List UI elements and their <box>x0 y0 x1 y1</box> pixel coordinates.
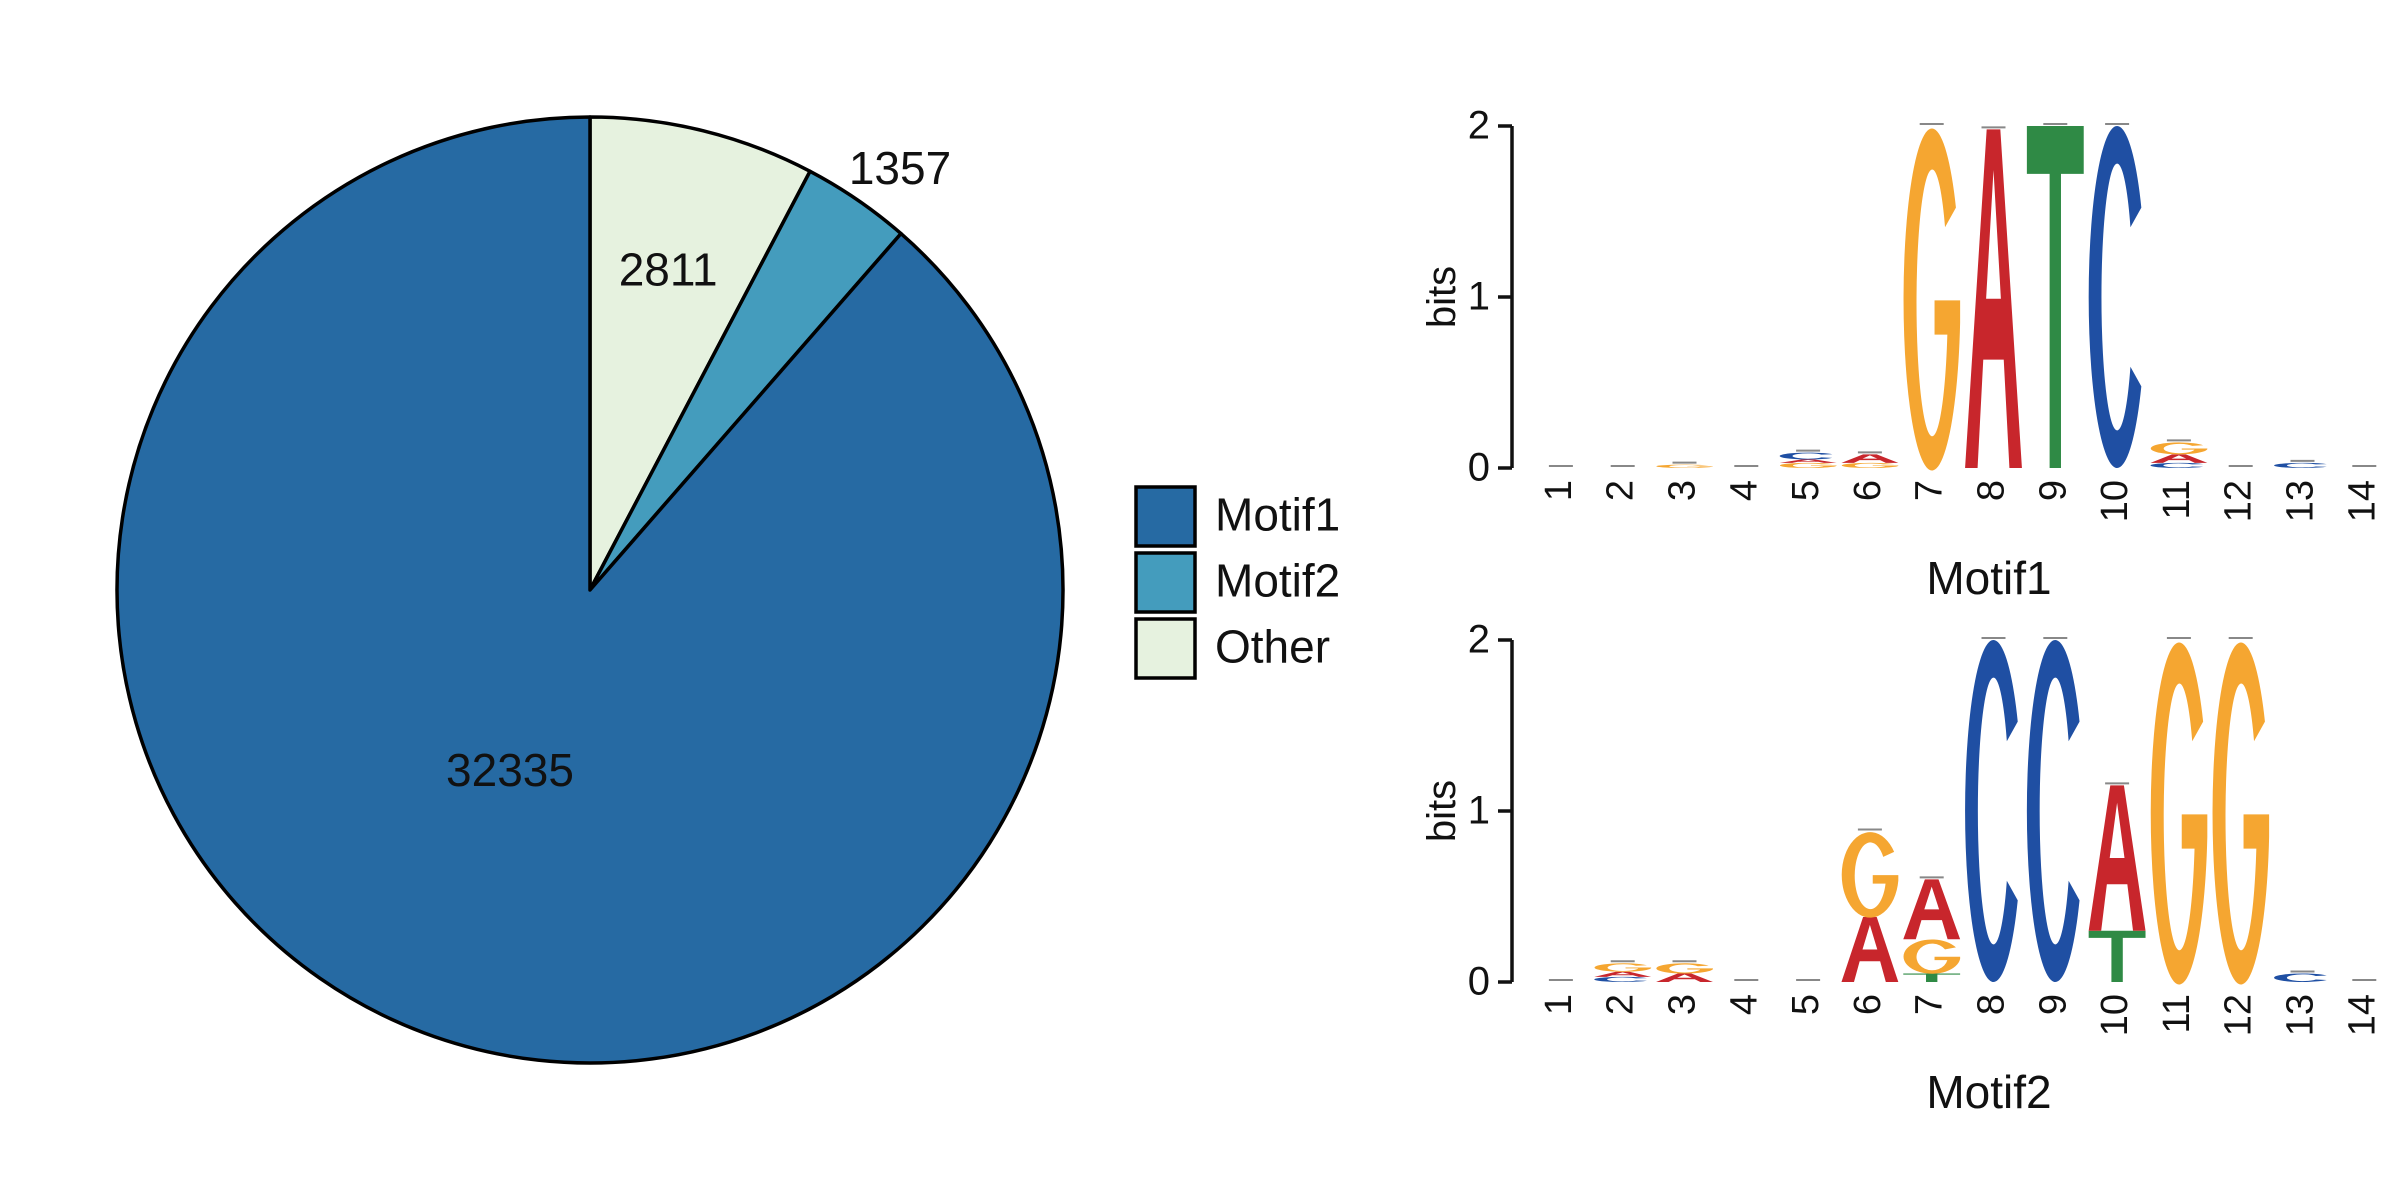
x-tick-label: 12 <box>2218 480 2260 522</box>
x-tick-label: 7 <box>1909 480 1951 501</box>
x-tick-label: 11 <box>2156 994 2198 1033</box>
logo-letter-C-pos2 <box>1594 976 1647 982</box>
x-tick-label: 13 <box>2280 480 2322 522</box>
y-tick-label: 0 <box>1468 446 1490 490</box>
logo-letter-C-pos10 <box>2088 126 2142 468</box>
logo-letter-G-pos12 <box>2212 642 2270 985</box>
legend-label-motif2: Motif2 <box>1215 555 1340 607</box>
x-tick-label: 14 <box>2341 480 2383 522</box>
x-tick-label: 1 <box>1538 480 1580 501</box>
pie-legend: Motif1 Motif2 Other <box>1134 485 1340 680</box>
x-tick-label: 11 <box>2156 480 2198 519</box>
logo-letter-T-pos9 <box>2026 126 2084 468</box>
x-tick-label: 2 <box>1600 994 1642 1015</box>
x-tick-label: 5 <box>1785 994 1827 1015</box>
logo-letter-C-pos13 <box>2274 973 2327 982</box>
pie-slice-motif1 <box>115 115 1065 1065</box>
x-tick-label: 6 <box>1847 994 1889 1015</box>
y-axis-label: bits <box>1420 780 1464 842</box>
logo-letter-G-pos3 <box>1656 464 1713 469</box>
legend-label-other: Other <box>1215 621 1330 673</box>
legend-swatch-motif2 <box>1134 551 1197 614</box>
x-tick-label: 9 <box>2032 994 2074 1015</box>
logo-letter-A-pos6 <box>1841 917 1899 982</box>
x-tick-label: 3 <box>1662 480 1704 501</box>
logo-letter-C-pos9 <box>2026 640 2080 982</box>
logo-letter-C-pos13 <box>2274 462 2327 468</box>
x-tick-label: 8 <box>1971 480 2013 501</box>
logo-letter-G-pos6 <box>1841 462 1899 469</box>
x-tick-label: 8 <box>1971 994 2013 1015</box>
x-tick-label: 10 <box>2094 994 2136 1036</box>
logo-letter-C-pos8 <box>1965 640 2018 982</box>
pie-chart: 2811 1357 32335 <box>115 115 1065 1065</box>
logo-letter-G-pos7 <box>1903 939 1961 974</box>
logo-letter-A-pos5 <box>1779 459 1837 463</box>
legend-swatch-motif1 <box>1134 485 1197 548</box>
x-tick-label: 1 <box>1538 994 1580 1015</box>
pie-label-motif1: 32335 <box>446 744 574 796</box>
logo-letter-G-pos11 <box>2150 442 2208 455</box>
x-tick-label: 7 <box>1909 994 1951 1015</box>
logo-letter-A-pos3 <box>1656 973 1713 982</box>
x-tick-label: 3 <box>1662 994 1704 1015</box>
legend-swatch-other <box>1134 617 1197 680</box>
logo-letter-G-pos7 <box>1903 128 1961 471</box>
logo-letter-A-pos10 <box>2088 785 2146 931</box>
logo-letter-A-pos8 <box>1965 129 2022 469</box>
y-tick-label: 1 <box>1468 789 1490 833</box>
y-tick-label: 1 <box>1468 275 1490 319</box>
x-axis-label: Motif2 <box>1926 1066 2051 1118</box>
y-tick-label: 2 <box>1468 618 1490 662</box>
x-tick-label: 14 <box>2341 994 2383 1036</box>
logo-letter-T-pos7 <box>1903 973 1961 982</box>
x-tick-label: 10 <box>2094 480 2136 522</box>
logo-letter-A-pos6 <box>1841 454 1899 463</box>
x-axis-label: Motif1 <box>1926 552 2051 604</box>
x-tick-label: 6 <box>1847 480 1889 501</box>
y-axis-label: bits <box>1420 266 1464 328</box>
y-tick-label: 0 <box>1468 960 1490 1004</box>
legend-label-motif1: Motif1 <box>1215 489 1340 541</box>
x-tick-label: 9 <box>2032 480 2074 501</box>
logo-letter-T-pos10 <box>2088 930 2146 982</box>
x-tick-label: 13 <box>2280 994 2322 1036</box>
logo-letter-A-pos2 <box>1594 971 1652 977</box>
x-tick-label: 5 <box>1785 480 1827 501</box>
x-tick-label: 12 <box>2218 994 2260 1036</box>
pie-slice-other <box>588 115 812 592</box>
x-tick-label: 2 <box>1600 480 1642 501</box>
x-tick-label: 4 <box>1723 480 1765 501</box>
logo-letter-G-pos11 <box>2150 642 2208 985</box>
logo-letter-G-pos5 <box>1779 462 1837 469</box>
logo-letter-C-pos5 <box>1779 452 1833 460</box>
logo-letter-A-pos11 <box>2150 454 2208 463</box>
pie-label-motif2: 1357 <box>849 142 951 194</box>
logo-letter-C-pos11 <box>2150 462 2204 468</box>
y-tick-label: 2 <box>1468 104 1490 148</box>
logo-letter-G-pos3 <box>1656 963 1713 974</box>
logo-letter-G-pos6 <box>1841 832 1899 918</box>
x-tick-label: 4 <box>1723 994 1765 1015</box>
logo-letter-A-pos7 <box>1903 879 1961 940</box>
logo-letter-G-pos2 <box>1594 963 1652 972</box>
pie-label-other: 2811 <box>619 243 718 295</box>
